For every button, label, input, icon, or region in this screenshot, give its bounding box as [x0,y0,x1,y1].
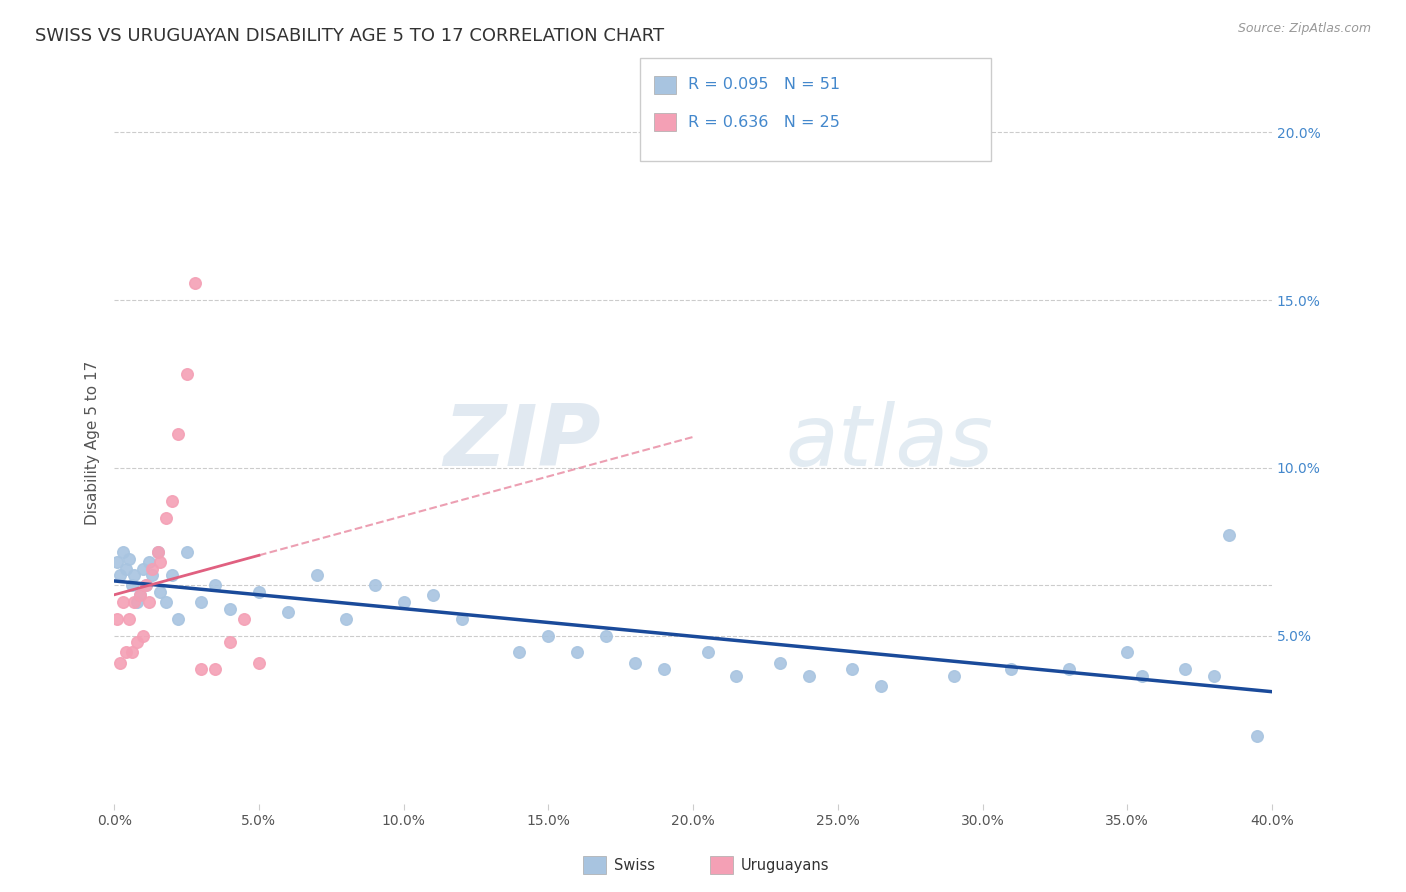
Point [124,595,146,609]
Point [108,656,131,670]
Point [121,578,143,592]
Point [129,589,152,603]
Point [567,645,589,659]
Text: R = 0.636   N = 25: R = 0.636 N = 25 [688,115,839,129]
Point [624,656,647,670]
Text: SWISS VS URUGUAYAN DISABILITY AGE 5 TO 17 CORRELATION CHART: SWISS VS URUGUAYAN DISABILITY AGE 5 TO 1… [35,27,664,45]
Point [233,612,256,626]
Text: Swiss: Swiss [614,858,655,872]
Point [176,545,198,559]
Point [127,635,149,649]
Point [1202,669,1225,683]
Point [305,568,328,582]
Point [141,561,163,575]
Point [696,645,718,659]
Point [1000,662,1022,676]
Point [652,662,675,676]
Point [155,595,177,609]
Point [149,585,172,599]
Point [769,656,792,670]
Point [105,612,128,626]
Point [1218,528,1240,542]
Point [132,561,155,575]
Point [135,578,157,592]
Point [105,555,128,569]
Point [114,645,136,659]
Point [129,589,152,603]
Point [118,612,141,626]
Text: atlas: atlas [786,401,994,484]
Point [127,595,149,609]
Point [138,555,160,569]
Point [363,578,385,592]
Point [160,568,183,582]
Point [114,561,136,575]
Text: ZIP: ZIP [443,401,600,484]
Point [204,662,226,676]
Point [108,568,131,582]
Y-axis label: Disability Age 5 to 17: Disability Age 5 to 17 [86,360,100,524]
Point [132,629,155,643]
Point [167,427,190,442]
Point [155,511,177,525]
Point [1174,662,1197,676]
Point [870,679,893,693]
Point [1246,730,1268,744]
Point [135,578,157,592]
Point [219,602,242,616]
Point [184,277,207,291]
Point [146,545,169,559]
Point [118,551,141,566]
Point [450,612,472,626]
Text: Uruguayans: Uruguayans [741,858,830,872]
Point [138,595,160,609]
Text: R = 0.095   N = 51: R = 0.095 N = 51 [688,78,839,92]
Point [508,645,530,659]
Point [111,545,134,559]
Point [204,578,226,592]
Text: Source: ZipAtlas.com: Source: ZipAtlas.com [1237,22,1371,36]
Point [141,568,163,582]
Point [124,568,146,582]
Point [190,595,212,609]
Point [247,585,270,599]
Point [537,629,560,643]
Point [190,662,212,676]
Point [1059,662,1081,676]
Point [1116,645,1139,659]
Point [146,545,169,559]
Point [160,494,183,508]
Point [335,612,357,626]
Point [176,367,198,381]
Point [247,656,270,670]
Point [277,605,299,619]
Point [422,589,444,603]
Point [942,669,965,683]
Point [219,635,242,649]
Point [725,669,748,683]
Point [1130,669,1153,683]
Point [121,645,143,659]
Point [392,595,415,609]
Point [111,595,134,609]
Point [841,662,863,676]
Point [167,612,190,626]
Point [797,669,820,683]
Point [595,629,617,643]
Point [149,555,172,569]
